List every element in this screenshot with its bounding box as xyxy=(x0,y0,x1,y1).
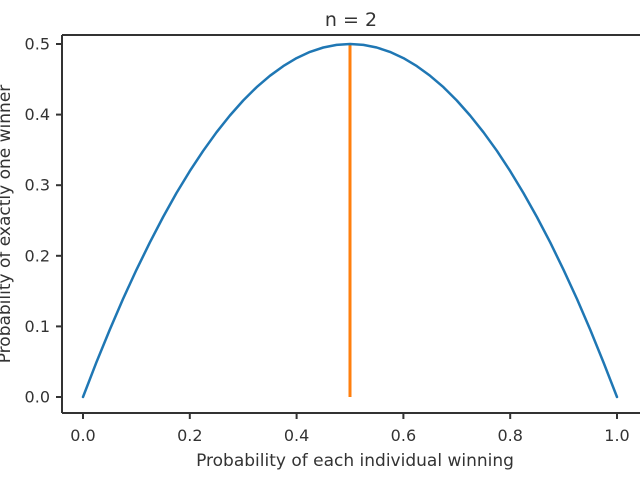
x-tick-label: 1.0 xyxy=(604,426,629,445)
x-tick-label: 0.4 xyxy=(284,426,309,445)
y-axis-label: Probability of exactly one winner xyxy=(0,85,15,364)
y-tick-label: 0.0 xyxy=(25,388,50,407)
x-axis-label: Probability of each individual winning xyxy=(196,451,514,471)
y-tick-label: 0.5 xyxy=(25,35,50,54)
series-line xyxy=(81,42,619,399)
y-tick-label: 0.1 xyxy=(25,317,50,336)
chart-title: n = 2 xyxy=(325,9,377,31)
y-tick-label: 0.4 xyxy=(25,105,50,124)
x-tick-label: 0.6 xyxy=(391,426,416,445)
y-tick-label: 0.3 xyxy=(25,176,50,195)
x-tick-label: 0.0 xyxy=(70,426,95,445)
x-tick-label: 0.2 xyxy=(177,426,202,445)
chart-dynamic-layer: 0.0 0.2 0.4 0.6 0.8 1.0 0.0 0.1 0.2 0.3 0.4 0.5 xyxy=(25,34,640,445)
x-tick-label: 0.8 xyxy=(497,426,522,445)
y-tick-label: 0.2 xyxy=(25,246,50,265)
